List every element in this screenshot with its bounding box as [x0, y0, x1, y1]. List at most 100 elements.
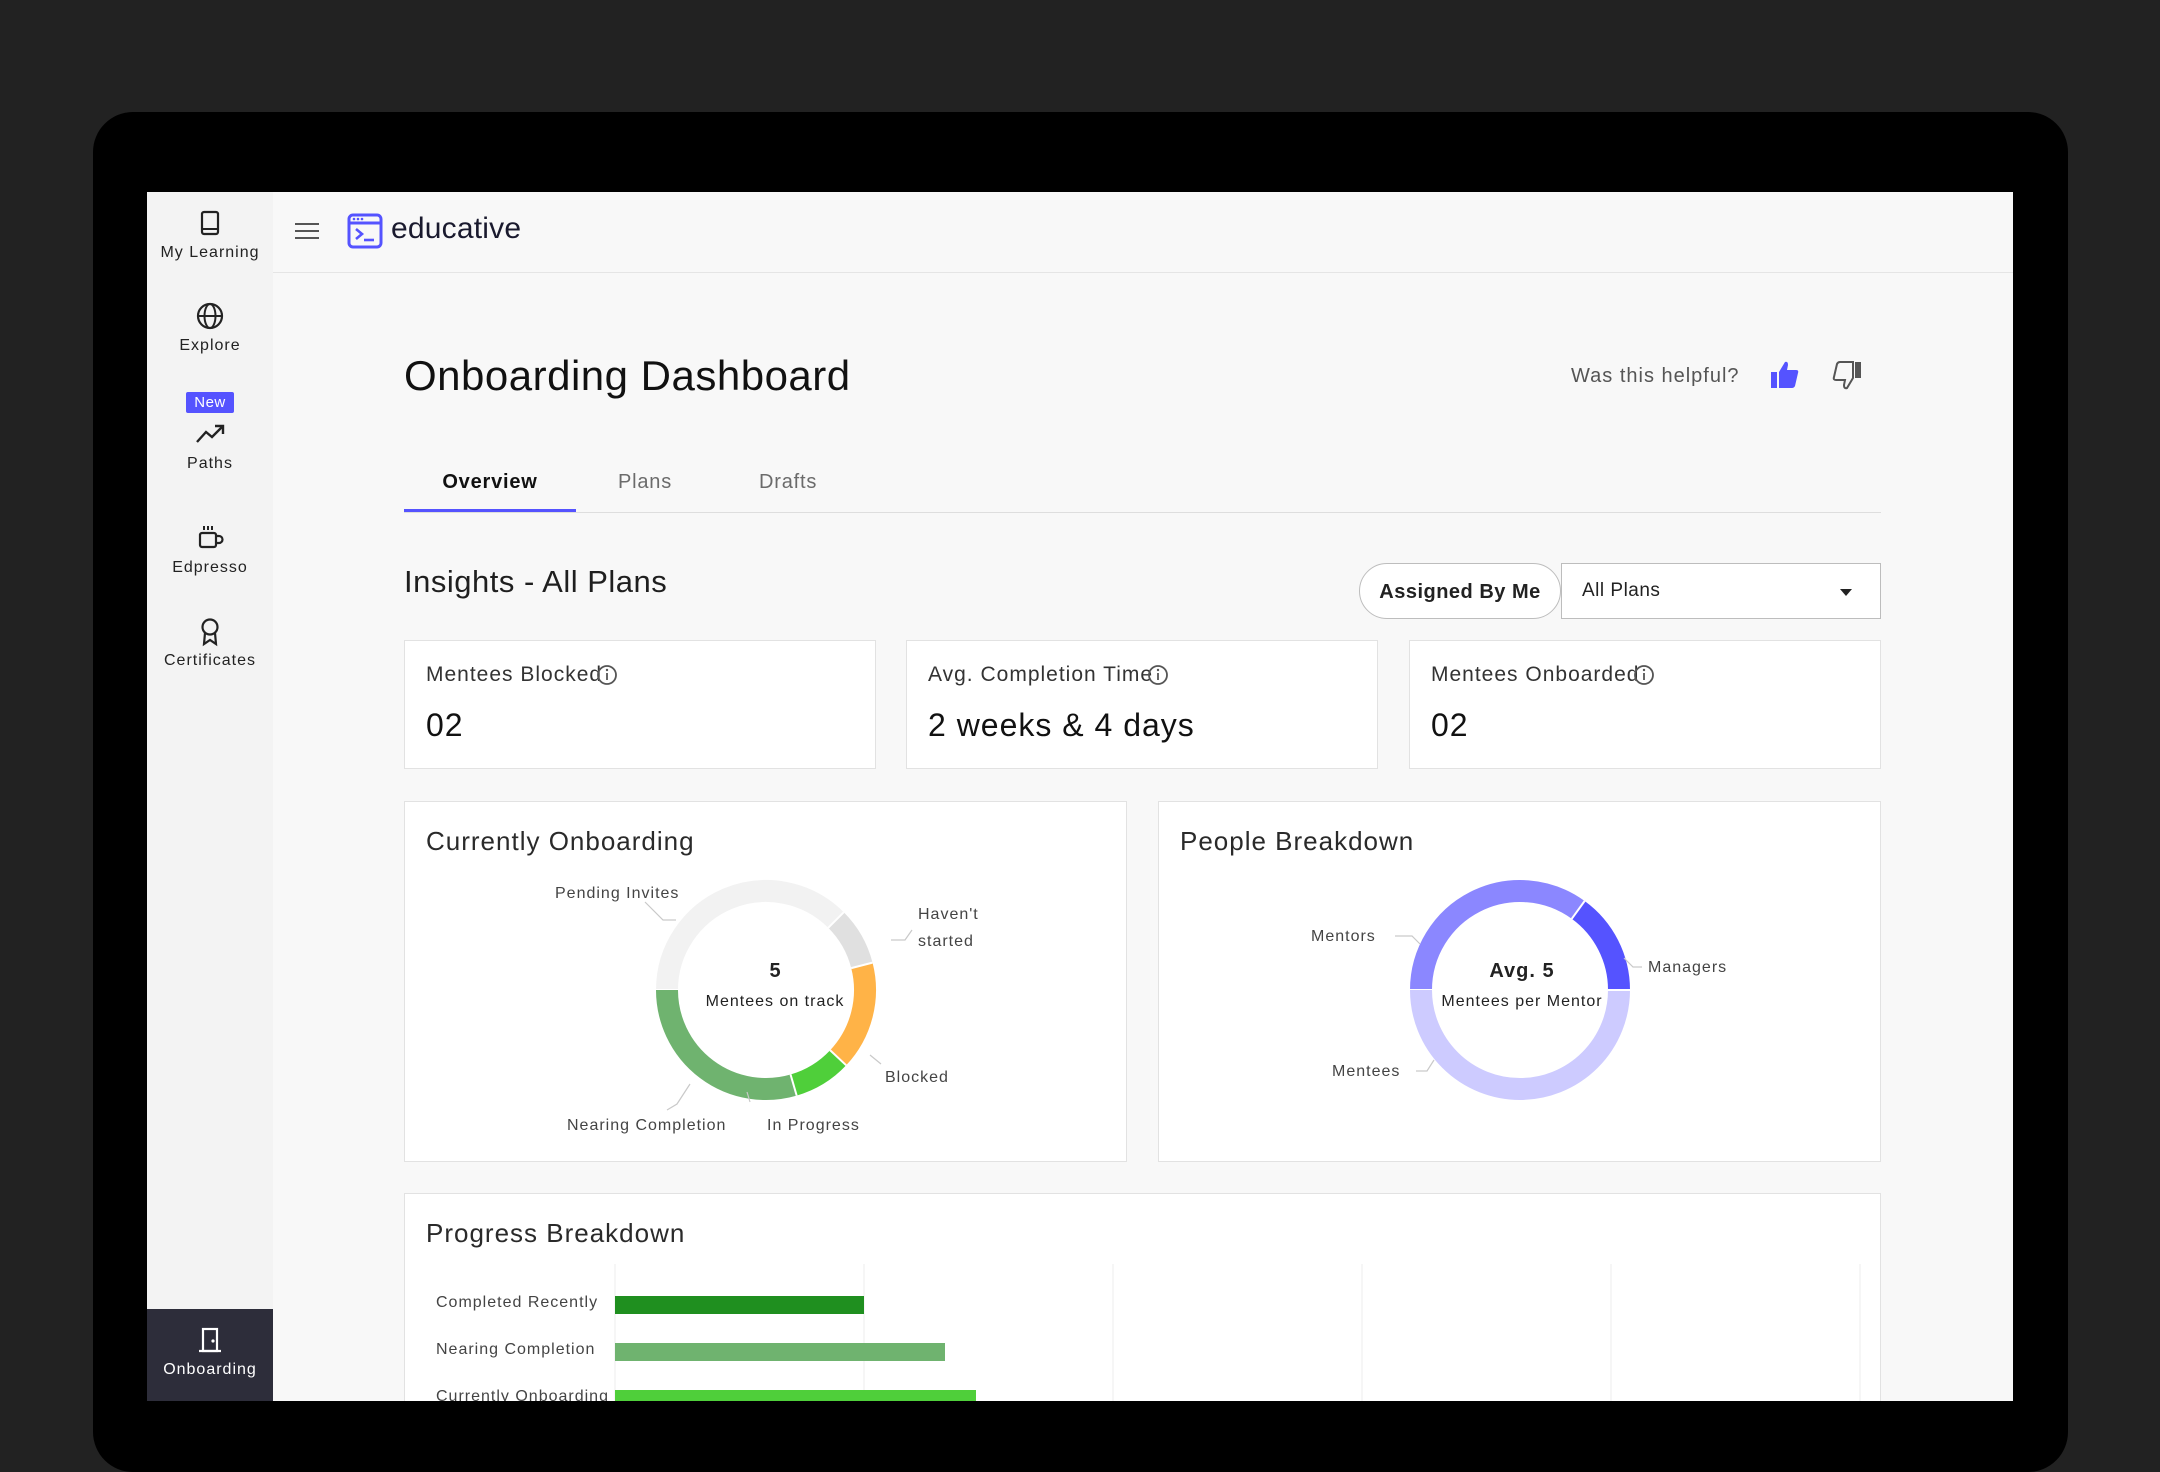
- new-badge: New: [186, 392, 234, 413]
- door-icon: [199, 1327, 221, 1353]
- slice-separator: [1570, 900, 1586, 920]
- sidebar-item-edpresso[interactable]: Edpresso: [147, 521, 273, 577]
- info-icon[interactable]: [1633, 664, 1655, 686]
- donut-slice-mentees[interactable]: [1410, 989, 1630, 1100]
- tab-plans[interactable]: Plans: [618, 471, 673, 493]
- stat-card-mentees-blocked: Mentees Blocked 02: [404, 640, 876, 769]
- label-leader-line: [746, 1091, 751, 1103]
- label-mentors: Mentors: [1311, 928, 1376, 945]
- sidebar-item-label: Edpresso: [172, 559, 248, 576]
- page-title: Onboarding Dashboard: [404, 352, 851, 399]
- people-breakdown-donut: [1395, 880, 1642, 1100]
- donut-center: Avg. 5 Mentees per Mentor: [1412, 960, 1632, 1011]
- label-leader-line: [869, 1054, 882, 1065]
- bar-label: Nearing Completion: [436, 1341, 596, 1358]
- label-havent-started-2: started: [918, 933, 974, 950]
- bar-label: Currently Onboarding: [436, 1388, 609, 1401]
- donut-slice-blocked[interactable]: [829, 962, 876, 1066]
- sidebar-item-label: Certificates: [163, 652, 257, 669]
- currently-onboarding-donut: [644, 880, 913, 1111]
- progress-breakdown-card: Progress Breakdown Completed Recently Nea…: [404, 1193, 1881, 1401]
- label-leader-line: [1395, 935, 1421, 945]
- currently-onboarding-card: Currently Onboarding Pending Invites Hav…: [404, 801, 1127, 1162]
- trending-up-icon: [196, 424, 225, 443]
- educative-logo-text[interactable]: educative: [391, 212, 522, 245]
- coffee-cup-icon: [198, 526, 224, 549]
- top-bar: educative: [273, 192, 2013, 273]
- label-leader-line: [666, 1083, 691, 1111]
- donut-slice-pending-invites[interactable]: [656, 880, 844, 991]
- thumbs-up-icon[interactable]: [1768, 358, 1802, 392]
- sidebar: My Learning Explore New Paths Edpresso C…: [147, 192, 273, 1401]
- donut-slice-haven-t-started[interactable]: [827, 912, 873, 969]
- plan-select-value: All Plans: [1582, 580, 1661, 601]
- sidebar-item-label: My Learning: [160, 244, 260, 261]
- sidebar-item-label: Explore: [179, 337, 241, 354]
- label-managers: Managers: [1648, 959, 1728, 976]
- card-title: Currently Onboarding: [426, 826, 695, 856]
- plan-select[interactable]: All Plans: [1561, 563, 1881, 619]
- people-breakdown-card: People Breakdown Mentors Managers Mentee…: [1158, 801, 1881, 1162]
- helpful-prompt: Was this helpful?: [1571, 365, 1740, 387]
- label-mentees: Mentees: [1332, 1063, 1401, 1080]
- slice-separator: [850, 961, 873, 970]
- donut-center-value: Avg. 5: [1489, 960, 1555, 982]
- label-leader-line: [891, 929, 913, 941]
- stat-value: 02: [426, 707, 464, 743]
- assigned-by-me-button[interactable]: Assigned By Me: [1359, 563, 1561, 619]
- info-icon[interactable]: [1147, 664, 1169, 686]
- progress-bars: Completed Recently Nearing Completion Curr…: [405, 1194, 1882, 1401]
- stat-value: 2 weeks & 4 days: [928, 707, 1195, 743]
- progress-bar[interactable]: [615, 1390, 977, 1401]
- slice-separator: [789, 1074, 798, 1096]
- donut-center-value: 5: [769, 960, 781, 982]
- insights-title: Insights - All Plans: [404, 564, 668, 599]
- donut-center: 5 Mentees on track: [665, 960, 885, 1011]
- tab-overview[interactable]: Overview: [404, 462, 576, 512]
- label-pending-invites: Pending Invites: [555, 885, 680, 902]
- tab-drafts[interactable]: Drafts: [759, 471, 818, 493]
- caret-down-icon: [1840, 589, 1852, 596]
- label-blocked: Blocked: [885, 1069, 949, 1086]
- donut-slice-in-progress[interactable]: [790, 1049, 847, 1096]
- donut-slice-nearing-completion[interactable]: [656, 989, 797, 1100]
- label-havent-started-1: Haven't: [918, 906, 979, 923]
- hamburger-menu-icon[interactable]: [295, 222, 319, 240]
- stat-label: Avg. Completion Time: [928, 663, 1169, 687]
- thumbs-down-icon[interactable]: [1830, 358, 1864, 392]
- stat-card-avg-completion: Avg. Completion Time 2 weeks & 4 days: [906, 640, 1378, 769]
- globe-icon: [196, 302, 224, 330]
- label-leader-line: [1623, 957, 1642, 968]
- progress-bar[interactable]: [615, 1296, 864, 1314]
- sidebar-item-label: Paths: [187, 455, 233, 472]
- card-title: People Breakdown: [1180, 826, 1415, 856]
- stat-card-mentees-onboarded: Mentees Onboarded 02: [1409, 640, 1881, 769]
- stat-value: 02: [1431, 707, 1469, 743]
- bar-label: Completed Recently: [436, 1294, 599, 1311]
- info-icon[interactable]: [596, 664, 618, 686]
- educative-logo-icon[interactable]: [347, 212, 383, 250]
- stat-label: Mentees Blocked: [426, 663, 618, 687]
- donut-slice-managers[interactable]: [1571, 901, 1630, 991]
- slice-separator: [829, 1049, 847, 1067]
- slice-separator: [827, 911, 845, 929]
- label-in-progress: In Progress: [767, 1117, 860, 1134]
- book-icon: [200, 210, 220, 236]
- app-screen: My Learning Explore New Paths Edpresso C…: [147, 192, 2013, 1401]
- sidebar-item-paths[interactable]: New Paths: [147, 392, 273, 473]
- donut-slice-mentors[interactable]: [1410, 880, 1585, 991]
- sidebar-item-explore[interactable]: Explore: [147, 299, 273, 355]
- donut-center-label: Mentees on track: [705, 993, 845, 1010]
- sidebar-item-my-learning[interactable]: My Learning: [147, 206, 273, 262]
- stat-label: Mentees Onboarded: [1431, 663, 1655, 687]
- label-leader-line: [1416, 1059, 1435, 1072]
- label-leader-line: [644, 901, 676, 921]
- progress-bar[interactable]: [615, 1343, 945, 1361]
- tab-bar: Overview Plans Drafts: [404, 462, 1881, 513]
- sidebar-item-certificates[interactable]: Certificates: [147, 614, 273, 670]
- sidebar-item-label: Onboarding: [163, 1361, 257, 1378]
- donut-center-label: Mentees per Mentor: [1441, 993, 1603, 1010]
- card-title: Progress Breakdown: [426, 1218, 686, 1248]
- sidebar-item-onboarding[interactable]: Onboarding: [147, 1309, 273, 1401]
- label-nearing-completion: Nearing Completion: [567, 1117, 727, 1134]
